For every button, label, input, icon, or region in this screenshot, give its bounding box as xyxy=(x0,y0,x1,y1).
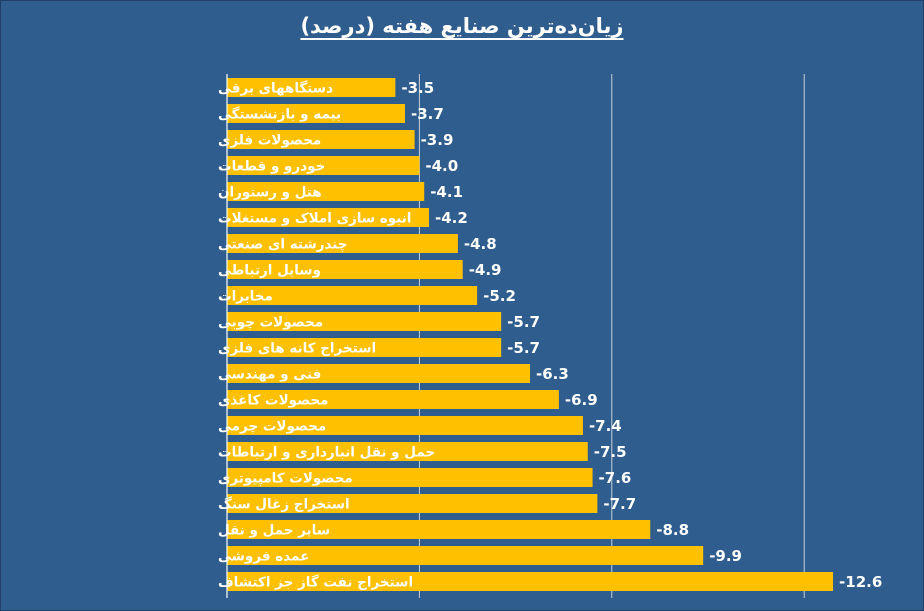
category-label: عمده فروشی xyxy=(218,549,309,565)
bar xyxy=(227,286,478,305)
bar xyxy=(227,390,559,409)
data-label: -7.4 xyxy=(589,417,622,435)
category-label: استخراج زغال سنگ xyxy=(218,496,350,513)
category-label: بیمه و بازنشستگی xyxy=(218,106,341,123)
category-label: استخراج نفت گاز جز اکتشاف xyxy=(218,574,413,591)
data-label: -7.7 xyxy=(603,495,636,513)
bar xyxy=(227,520,651,539)
data-label: -9.9 xyxy=(709,547,742,565)
category-label: انبوه سازی املاک و مستغلات xyxy=(218,211,411,227)
bar xyxy=(227,364,531,383)
category-label: سایر حمل و نقل xyxy=(218,523,330,539)
category-label: خودرو و قطعات xyxy=(218,159,325,175)
data-label: -5.7 xyxy=(507,313,540,331)
bar xyxy=(227,78,396,97)
bar xyxy=(227,494,598,513)
bar xyxy=(227,260,463,279)
chart-title: زیان‌ده‌ترین صنایع هفته (درصد) xyxy=(300,14,624,38)
data-label: -3.9 xyxy=(421,131,454,149)
category-label: محصولات کامپیوتری xyxy=(218,471,353,487)
data-label: -7.5 xyxy=(594,443,627,461)
category-label: محصولات چوبی xyxy=(218,315,323,331)
bar xyxy=(227,416,583,435)
data-label: -5.2 xyxy=(483,287,516,305)
bar xyxy=(227,442,588,461)
category-label: فنی و مهندسی xyxy=(218,367,321,383)
category-label: هتل و رستوران xyxy=(218,185,322,201)
bar xyxy=(227,208,430,227)
category-label: وسایل ارتباطی xyxy=(218,263,321,279)
data-label: -4.2 xyxy=(435,209,468,227)
bar xyxy=(227,468,593,487)
bar xyxy=(227,546,704,565)
data-label: -4.0 xyxy=(425,157,458,175)
data-label: -4.1 xyxy=(430,183,463,201)
category-label: محصولات چرمی xyxy=(218,419,326,435)
category-label: دستگاههای برقی xyxy=(218,80,333,97)
data-label: -12.6 xyxy=(839,573,882,591)
bar xyxy=(227,156,420,175)
bar xyxy=(227,312,502,331)
category-label: حمل و نقل انبارداری و ارتباطات xyxy=(218,445,435,461)
bar xyxy=(227,572,834,591)
category-label: چندرشته ای صنعتی xyxy=(218,237,348,253)
data-label: -3.7 xyxy=(411,105,444,123)
data-label: -6.3 xyxy=(536,365,569,383)
category-label: مخابرات xyxy=(218,289,273,305)
category-label: محصولات فلزی xyxy=(218,133,321,149)
data-label: -5.7 xyxy=(507,339,540,357)
bar xyxy=(227,234,458,253)
category-label: استخراج کانه های فلزی xyxy=(218,341,376,357)
bar xyxy=(227,338,502,357)
data-label: -3.5 xyxy=(401,79,434,97)
bar xyxy=(227,182,425,201)
data-label: -4.9 xyxy=(469,261,502,279)
data-label: -6.9 xyxy=(565,391,598,409)
data-label: -8.8 xyxy=(656,521,689,539)
category-label: محصولات کاغذی xyxy=(218,393,329,409)
data-label: -4.8 xyxy=(464,235,497,253)
bar xyxy=(227,130,415,149)
data-label: -7.6 xyxy=(599,469,632,487)
bar xyxy=(227,104,405,123)
